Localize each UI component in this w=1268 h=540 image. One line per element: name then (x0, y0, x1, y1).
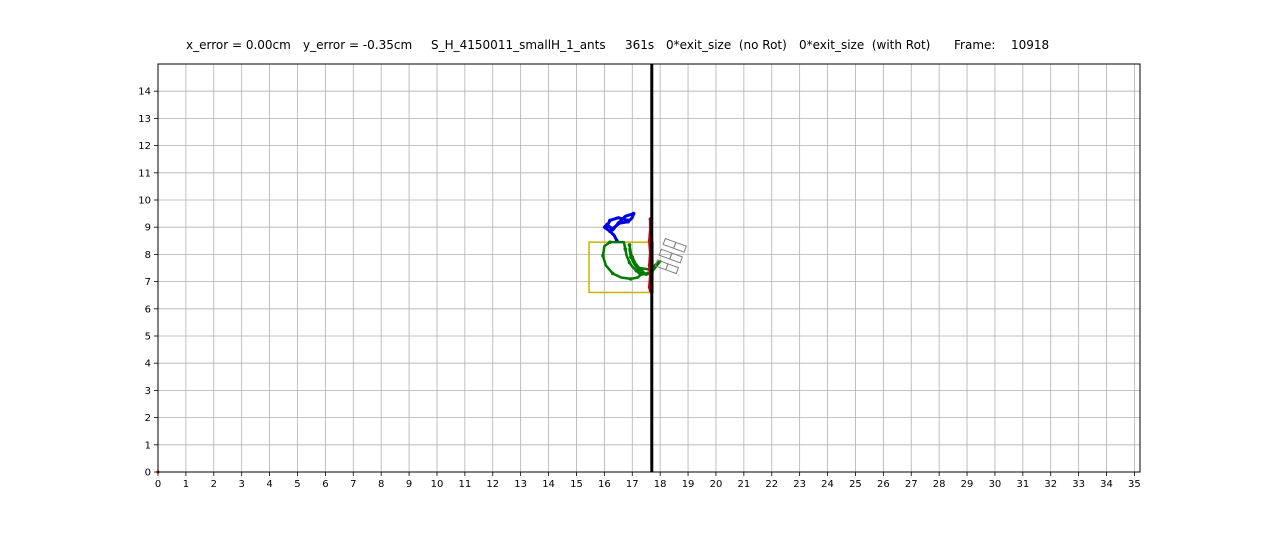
x-tick-label: 3 (239, 479, 245, 490)
x-tick-label: 0 (155, 479, 161, 490)
gray-shape (654, 237, 687, 275)
x-error-text: x_error = 0.00cm (186, 38, 291, 52)
x-tick-label: 7 (350, 479, 356, 490)
y-tick-label: 3 (145, 386, 151, 397)
y-tick-label: 6 (145, 304, 151, 315)
green-trail-point (601, 253, 605, 258)
y-tick-label: 5 (145, 332, 151, 343)
x-tick-label: 25 (849, 479, 862, 490)
x-tick-label: 23 (793, 479, 806, 490)
x-tick-label: 16 (598, 479, 611, 490)
x-tick-label: 35 (1128, 479, 1141, 490)
x-tick-label: 2 (211, 479, 217, 490)
load-box (588, 241, 654, 294)
x-tick-label: 18 (654, 479, 667, 490)
x-tick-label: 11 (459, 479, 472, 490)
frame-value: 10918 (1011, 38, 1050, 52)
y-error-text: y_error = -0.35cm (303, 38, 413, 52)
blue-trail-point (608, 218, 612, 223)
blue-trail-point (610, 226, 615, 231)
x-tick-label: 28 (933, 479, 946, 490)
x-axis: 0 1 2 3 4 5 6 7 8 9 10 11 12 13 14 15 16 17 18 19 20 21 22 23 24… (155, 472, 1141, 490)
frame-label: Frame: (954, 38, 996, 52)
x-tick-label: 10 (431, 479, 444, 490)
green-trail-point (640, 271, 644, 276)
green-trail-point (638, 267, 643, 272)
x-tick-label: 34 (1100, 479, 1113, 490)
x-tick-label: 17 (626, 479, 639, 490)
x-tick-label: 5 (294, 479, 300, 490)
green-trail-point (634, 268, 639, 273)
x-tick-label: 19 (682, 479, 695, 490)
y-tick-label: 12 (138, 141, 151, 152)
y-tick-label: 13 (138, 114, 151, 125)
y-tick-label: 4 (145, 359, 151, 370)
y-tick-label: 1 (145, 440, 151, 451)
red-trail (648, 217, 652, 293)
exit-with-rot-text: 0*exit_size (with Rot) (799, 38, 931, 52)
x-tick-label: 6 (322, 479, 328, 490)
x-tick-label: 26 (877, 479, 890, 490)
x-tick-label: 24 (821, 479, 834, 490)
x-tick-label: 32 (1044, 479, 1057, 490)
experiment-name: S_H_4150011_smallH_1_ants (431, 38, 606, 52)
axes-frame (157, 63, 1141, 473)
x-tick-label: 12 (486, 479, 499, 490)
y-tick-label: 9 (145, 223, 151, 234)
green-trail-point (623, 247, 628, 251)
chart-title: x_error = 0.00cm y_error = -0.35cm S_H_4… (0, 38, 1268, 56)
green-trail-point (630, 255, 635, 259)
y-tick-label: 7 (145, 277, 151, 288)
x-tick-label: 27 (905, 479, 918, 490)
green-trail-point (645, 271, 650, 276)
green-trail-point (608, 240, 612, 244)
x-tick-label: 22 (765, 479, 778, 490)
green-trail-point (610, 271, 615, 276)
x-tick-label: 29 (961, 479, 974, 490)
x-tick-label: 20 (710, 479, 723, 490)
blue-trail-point (626, 219, 630, 224)
y-tick-label: 8 (145, 250, 151, 261)
exit-no-rot-text: 0*exit_size (no Rot) (666, 38, 787, 52)
time-text: 361s (625, 38, 655, 52)
x-tick-label: 31 (1016, 479, 1029, 490)
data-marks (156, 64, 687, 474)
gray-cell (669, 252, 684, 264)
x-tick-label: 8 (378, 479, 384, 490)
gray-cell (672, 241, 687, 253)
x-tick-label: 21 (737, 479, 750, 490)
x-tick-label: 4 (266, 479, 272, 490)
green-trail-point (629, 277, 633, 281)
x-tick-label: 33 (1072, 479, 1085, 490)
x-tick-label: 14 (542, 479, 555, 490)
green-trail-point (627, 260, 632, 265)
x-tick-label: 15 (570, 479, 583, 490)
y-tick-label: 14 (138, 87, 151, 98)
y-tick-label: 11 (138, 168, 151, 179)
y-tick-label: 2 (145, 413, 151, 424)
blue-trail-point (608, 229, 612, 234)
y-tick-label: 10 (138, 196, 151, 207)
x-tick-label: 9 (406, 479, 412, 490)
gray-cell (665, 263, 680, 275)
x-tick-label: 30 (989, 479, 1002, 490)
x-tick-label: 1 (183, 479, 189, 490)
green-trail-point (631, 259, 636, 264)
blue-trail-point (616, 221, 621, 225)
blue-trail-point (605, 222, 609, 227)
y-tick-label: 0 (145, 468, 151, 479)
blue-trail-point (631, 211, 636, 216)
x-tick-label: 13 (514, 479, 527, 490)
green-trail-point (627, 243, 632, 247)
